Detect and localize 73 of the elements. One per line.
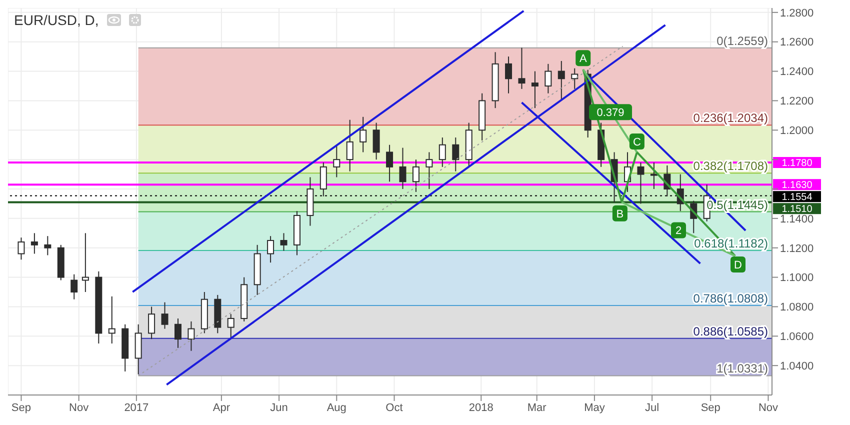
candlestick (505, 56, 512, 94)
x-tick-label: 2018 (468, 402, 494, 414)
ref-line-label: 1.1554 (782, 192, 813, 204)
x-tick-label: Sep (11, 402, 32, 414)
candlestick (518, 47, 526, 90)
x-tick-label: May (584, 402, 606, 414)
annotation: C (632, 136, 641, 148)
candlestick (280, 232, 288, 252)
x-tick-label: Nov (758, 402, 779, 414)
y-tick-label: 1.1400 (780, 213, 814, 226)
candlestick (399, 147, 406, 190)
candlestick (82, 232, 89, 292)
annotation: 0.379 (596, 107, 624, 120)
y-tick-label: 1.2000 (780, 125, 814, 138)
candlestick (637, 162, 644, 204)
candlestick (544, 63, 552, 94)
candlestick (227, 314, 234, 340)
annotation: B (616, 208, 624, 220)
y-tick-label: 1.2400 (780, 66, 814, 78)
y-tick-label: 1.2600 (780, 36, 814, 49)
y-tick-label: 1.0800 (780, 302, 814, 314)
candlestick (174, 318, 182, 348)
candlestick (333, 144, 340, 178)
candlestick (161, 302, 168, 330)
candlestick (70, 274, 78, 300)
ref-line-label: 0.786(1.0808) (693, 292, 768, 306)
ref-line-label: 0.886(1.0585) (693, 324, 768, 338)
candlestick (650, 162, 658, 190)
candlestick (320, 162, 327, 197)
candlestick (571, 68, 578, 90)
candlestick (372, 122, 380, 160)
candlestick (267, 236, 274, 264)
candlestick (18, 237, 25, 260)
y-tick-label: 1.1200 (780, 242, 814, 255)
chart-title: EUR/USD, D, (14, 12, 99, 28)
candlestick (346, 119, 354, 172)
candlestick (108, 296, 116, 344)
annotation: 2 (675, 225, 682, 238)
candlestick (412, 159, 420, 192)
candlestick (426, 152, 433, 190)
candlestick (386, 144, 394, 182)
candlestick (30, 232, 38, 254)
x-tick-label: Jul (645, 402, 660, 414)
candlestick (44, 236, 52, 256)
ref-line-label: 0(1.2559) (716, 34, 768, 48)
x-tick-label: Mar (527, 402, 547, 414)
annotation: D (734, 259, 742, 272)
ref-line-label: 1.1510 (782, 204, 813, 216)
x-tick-label: Jun (270, 402, 288, 414)
candlestick (188, 320, 195, 352)
y-tick-label: 1.0400 (780, 360, 814, 372)
candlestick (438, 136, 446, 168)
x-tick-label: 2017 (124, 402, 149, 414)
candlestick (148, 306, 156, 340)
ref-line-label: 1.1630 (782, 180, 813, 192)
x-tick-label: Aug (326, 402, 346, 414)
ref-line-label: 1.1780 (782, 158, 813, 170)
x-tick-label: Nov (69, 402, 90, 414)
ref-line-label: 1(1.0331) (716, 362, 768, 376)
annotation: A (579, 53, 588, 66)
candlestick (531, 70, 538, 109)
candlestick (558, 60, 565, 102)
x-tick-label: Oct (386, 402, 403, 414)
candlestick (360, 116, 367, 153)
ref-line-label: 0.236(1.2034) (693, 111, 768, 126)
y-tick-label: 1.2200 (780, 96, 814, 108)
ref-line-label: 0.382(1.1708) (693, 159, 768, 174)
candlestick (452, 136, 460, 172)
y-tick-label: 1.0600 (780, 331, 814, 344)
x-tick-label: Apr (212, 402, 230, 414)
y-tick-label: 1.1000 (780, 272, 814, 284)
x-tick-label: Sep (700, 402, 720, 414)
y-tick-label: 1.2800 (780, 7, 814, 20)
